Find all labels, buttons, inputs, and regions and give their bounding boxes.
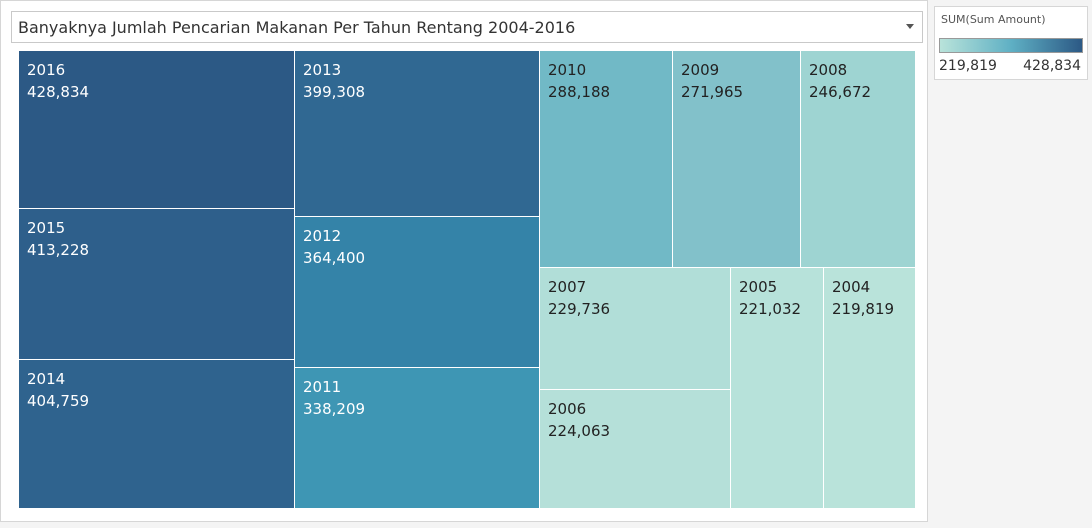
cell-year-label: 2008: [809, 61, 848, 79]
cell-value-label: 271,965: [681, 83, 744, 101]
treemap-cell-2007[interactable]: 2007 229,736: [540, 268, 731, 390]
legend-gradient: [939, 38, 1083, 53]
cell-year-label: 2006: [548, 400, 587, 418]
treemap-cell-2015[interactable]: 2015 413,228: [19, 209, 295, 360]
cell-value-label: 246,672: [809, 83, 872, 101]
treemap: 2016 428,834 2015 413,228 2014 404,759 2013 399…: [19, 51, 916, 509]
cell-year-label: 2011: [303, 378, 342, 396]
cell-year-label: 2009: [681, 61, 720, 79]
cell-value-label: 404,759: [27, 392, 90, 410]
cell-year-label: 2010: [548, 61, 587, 79]
treemap-cell-2008[interactable]: 2008 246,672: [801, 51, 916, 268]
chevron-down-icon[interactable]: [906, 24, 914, 29]
cell-value-label: 399,308: [303, 83, 366, 101]
cell-value-label: 288,188: [548, 83, 611, 101]
legend-max-label: 428,834: [1023, 58, 1081, 74]
cell-value-label: 224,063: [548, 422, 611, 440]
treemap-cell-2005[interactable]: 2005 221,032: [731, 268, 824, 509]
legend-title: SUM(Sum Amount): [941, 13, 1046, 26]
title-dropdown[interactable]: Banyaknya Jumlah Pencarian Makanan Per T…: [11, 11, 923, 43]
color-legend: SUM(Sum Amount) 219,819 428,834: [934, 6, 1088, 80]
cell-year-label: 2015: [27, 219, 66, 237]
cell-year-label: 2016: [27, 61, 66, 79]
cell-year-label: 2004: [832, 278, 871, 296]
chart-title: Banyaknya Jumlah Pencarian Makanan Per T…: [18, 18, 576, 37]
treemap-cell-2006[interactable]: 2006 224,063: [540, 390, 731, 509]
cell-year-label: 2012: [303, 227, 342, 245]
legend-min-label: 219,819: [939, 58, 997, 74]
treemap-cell-2016[interactable]: 2016 428,834: [19, 51, 295, 209]
treemap-cell-2004[interactable]: 2004 219,819: [824, 268, 916, 509]
chart-panel: Banyaknya Jumlah Pencarian Makanan Per T…: [0, 0, 928, 522]
cell-value-label: 219,819: [832, 300, 895, 318]
treemap-cell-2013[interactable]: 2013 399,308: [295, 51, 540, 217]
cell-value-label: 221,032: [739, 300, 802, 318]
treemap-cell-2012[interactable]: 2012 364,400: [295, 217, 540, 368]
cell-value-label: 364,400: [303, 249, 366, 267]
cell-year-label: 2007: [548, 278, 587, 296]
treemap-cell-2009[interactable]: 2009 271,965: [673, 51, 801, 268]
cell-value-label: 338,209: [303, 400, 366, 418]
cell-year-label: 2005: [739, 278, 778, 296]
cell-value-label: 413,228: [27, 241, 90, 259]
cell-year-label: 2014: [27, 370, 66, 388]
cell-value-label: 428,834: [27, 83, 90, 101]
treemap-cell-2010[interactable]: 2010 288,188: [540, 51, 673, 268]
treemap-cell-2014[interactable]: 2014 404,759: [19, 360, 295, 509]
cell-year-label: 2013: [303, 61, 342, 79]
cell-value-label: 229,736: [548, 300, 611, 318]
treemap-cell-2011[interactable]: 2011 338,209: [295, 368, 540, 509]
